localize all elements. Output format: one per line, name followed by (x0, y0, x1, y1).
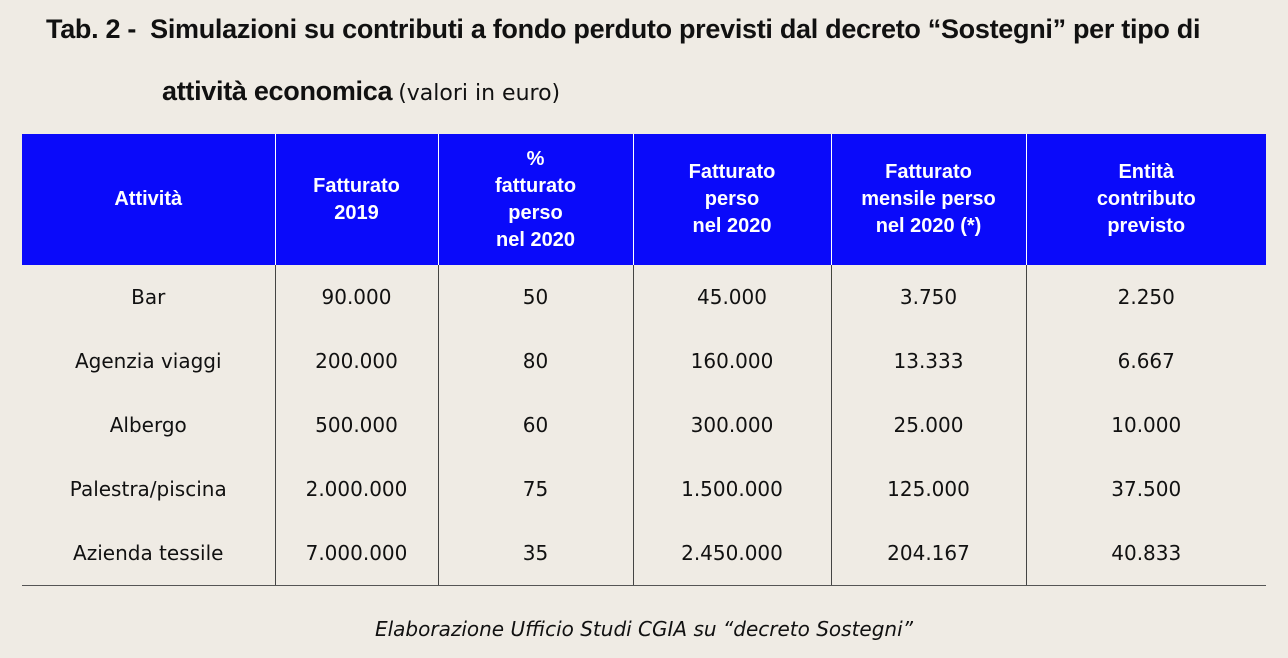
cell-contributo: 10.000 (1111, 413, 1182, 437)
cell-fatturato-perso: 2.450.000 (633, 521, 832, 586)
cell-attivita: Azienda tessile (22, 521, 276, 586)
title-text-continued: attività economica (162, 76, 393, 106)
cell-contributo: 40.833 (1026, 521, 1266, 586)
cell-percent-perso: 60 (438, 393, 634, 457)
cell-percent-perso: 35 (438, 521, 634, 586)
cell-fatturato-2019: 7.000.000 (275, 521, 439, 586)
column-header-fatturato-2019: Fatturato 2019 (275, 134, 439, 265)
cell-fatturato-perso: 300.000 (633, 393, 832, 457)
cell-attivita: Palestra/piscina (22, 457, 276, 521)
table-row: Agenzia viaggi 200.000 80 160.000 13.333… (22, 329, 1266, 393)
cell-attivita: Albergo (22, 393, 276, 457)
cell-attivita: Agenzia viaggi (22, 329, 276, 393)
cell-contributo: 6.667 (1117, 349, 1175, 373)
cell-percent-perso: 80 (438, 329, 634, 393)
cell-fatturato-perso: 1.500.000 (633, 457, 832, 521)
source-note: Elaborazione Ufficio Studi CGIA su “decr… (374, 617, 914, 641)
cell-fatturato-2019: 2.000.000 (275, 457, 439, 521)
cell-fatturato-perso: 45.000 (633, 265, 832, 329)
data-table: Attività Fatturato 2019 % fatturato pers… (22, 134, 1266, 586)
cell-percent-perso: 75 (438, 457, 634, 521)
cell-fatturato-2019: 500.000 (275, 393, 439, 457)
header-row: Attività Fatturato 2019 % fatturato pers… (22, 134, 1266, 265)
cell-contributo: 37.500 (1111, 477, 1182, 501)
cell-mensile-perso: 3.750 (831, 265, 1027, 329)
table-title: Tab. 2 - Simulazioni su contributi a fond… (46, 14, 1200, 45)
title-text: Simulazioni su contributi a fondo perdut… (150, 14, 1201, 44)
column-header-entita-contributo: Entità contributo previsto (1026, 134, 1266, 265)
cell-mensile-perso: 13.333 (831, 329, 1027, 393)
cell-contributo: 2.250 (1117, 285, 1175, 309)
cell-fatturato-2019: 200.000 (275, 329, 439, 393)
table-row: Albergo 500.000 60 300.000 25.000 10.000 (22, 393, 1266, 457)
cell-fatturato-2019: 90.000 (275, 265, 439, 329)
cell-mensile-perso: 125.000 (831, 457, 1027, 521)
table-row: Azienda tessile 7.000.000 35 2.450.000 2… (22, 521, 1266, 586)
table-number: Tab. 2 - (46, 14, 137, 44)
cell-mensile-perso: 25.000 (831, 393, 1027, 457)
units-note: (valori in euro) (398, 81, 561, 106)
column-header-fatturato-mensile-perso: Fatturato mensile perso nel 2020 (*) (831, 134, 1027, 265)
cell-percent-perso: 50 (438, 265, 634, 329)
cell-attivita: Bar (22, 265, 276, 329)
cell-mensile-perso: 204.167 (831, 521, 1027, 586)
column-header-fatturato-perso: Fatturato perso nel 2020 (633, 134, 832, 265)
column-header-percent-fatturato-perso: % fatturato perso nel 2020 (438, 134, 634, 265)
cell-fatturato-perso: 160.000 (633, 329, 832, 393)
table-title-continued: attività economica (valori in euro) (162, 76, 560, 107)
table-row: Bar 90.000 50 45.000 3.750 2.250 (22, 265, 1266, 329)
column-header-attivita: Attività (22, 134, 276, 265)
table-row: Palestra/piscina 2.000.000 75 1.500.000 … (22, 457, 1266, 521)
